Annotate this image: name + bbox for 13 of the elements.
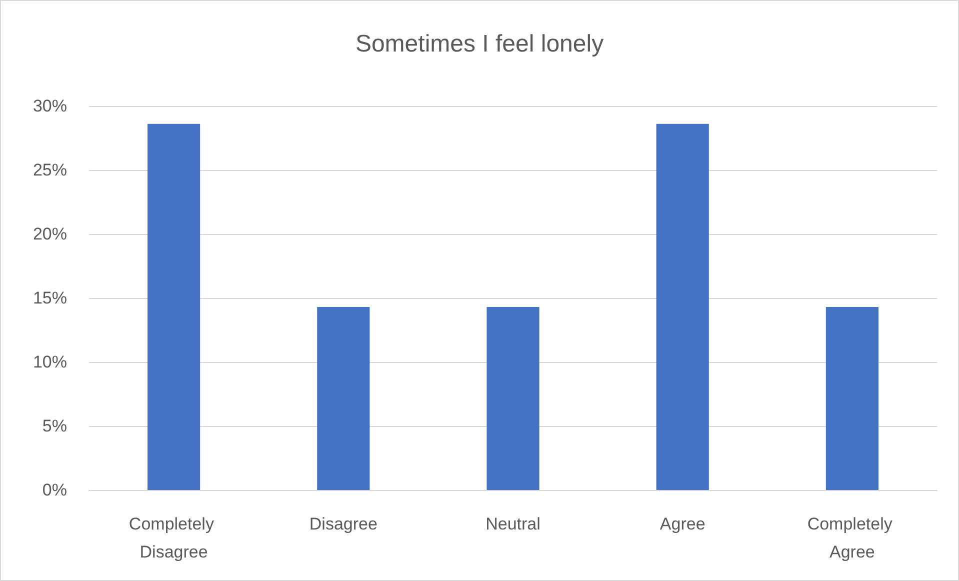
x-tick-label: Completely Agree (807, 514, 898, 562)
x-tick-label: Neutral (486, 514, 540, 534)
x-tick-label: Disagree (309, 514, 378, 534)
y-tick-label: 25% (32, 160, 67, 180)
y-tick-label: 15% (32, 288, 67, 308)
chart-title: Sometimes I feel lonely (355, 30, 604, 58)
x-tick-label: Agree (660, 514, 706, 534)
y-tick-label: 0% (42, 480, 67, 500)
y-tick-label: 5% (42, 416, 67, 436)
x-tick-label: Completely Disagree (128, 514, 219, 562)
y-tick-label: 10% (32, 352, 67, 372)
y-tick-label: 30% (32, 96, 67, 116)
y-tick-label: 20% (32, 224, 67, 244)
